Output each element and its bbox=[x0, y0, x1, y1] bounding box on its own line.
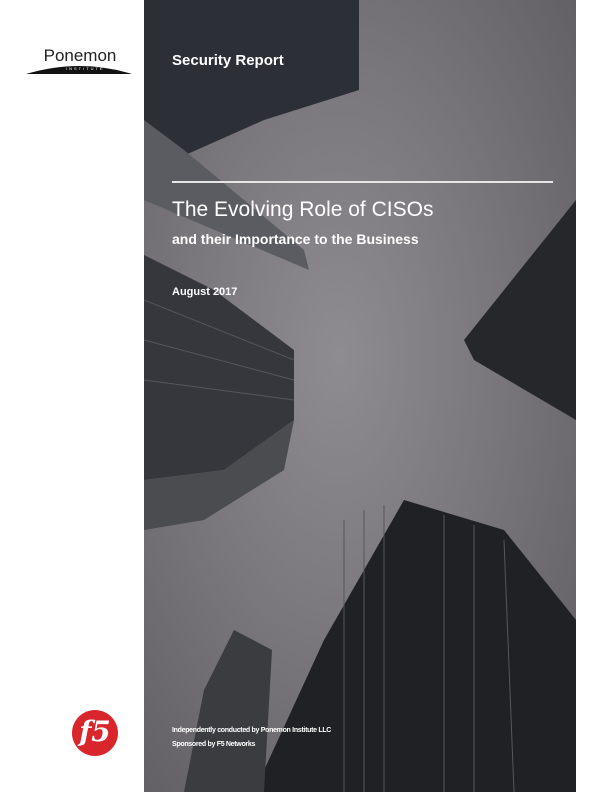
report-subtitle: and their Importance to the Business bbox=[172, 231, 419, 247]
ponemon-logo: Ponemon INSTITUTE bbox=[26, 46, 134, 76]
report-type: Security Report bbox=[172, 52, 284, 69]
sponsored-by: Sponsored by F5 Networks bbox=[172, 741, 256, 748]
f5-logo: f5 bbox=[72, 710, 118, 756]
cover-photo-skyscrapers bbox=[144, 0, 576, 792]
report-date: August 2017 bbox=[172, 286, 238, 298]
conducted-by: Independently conducted by Ponemon Insti… bbox=[172, 727, 332, 734]
report-title: The Evolving Role of CISOs bbox=[172, 198, 434, 221]
divider bbox=[172, 181, 553, 183]
